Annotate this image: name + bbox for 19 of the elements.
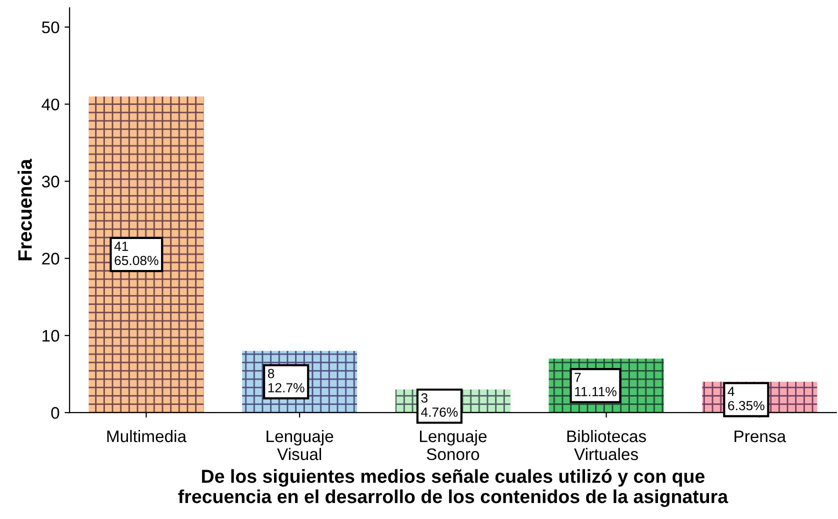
x-tick-label: Bibliotecas Virtuales [567,430,646,460]
y-tick-label: 40 [42,98,60,110]
y-axis-title: Frecuencia [18,158,32,260]
x-tick-label: Multimedia [107,430,187,442]
x-tick-label: Lenguaje Visual [266,430,334,460]
y-tick-label: 20 [42,252,60,265]
data-label: 7 11.11% [574,372,616,396]
data-label: 8 12.7% [268,368,304,392]
bar [88,96,204,413]
x-tick-label: Lenguaje Sonoro [420,430,486,460]
x-axis-title: De los siguientes medios señale cuales utilizó y con que frecuencia en el desarrollo de los contenidos de la asignatura [178,469,728,508]
data-label: 3 4.76% [421,393,458,417]
y-tick-label: 50 [42,21,60,34]
y-tick-label: 10 [42,330,60,342]
y-tick-label: 0 [51,407,60,419]
data-label: 4 6.35% [728,386,764,410]
data-label: 41 65.08% [114,242,158,266]
y-tick-label: 30 [42,176,60,188]
x-tick-label: Prensa [734,430,786,442]
